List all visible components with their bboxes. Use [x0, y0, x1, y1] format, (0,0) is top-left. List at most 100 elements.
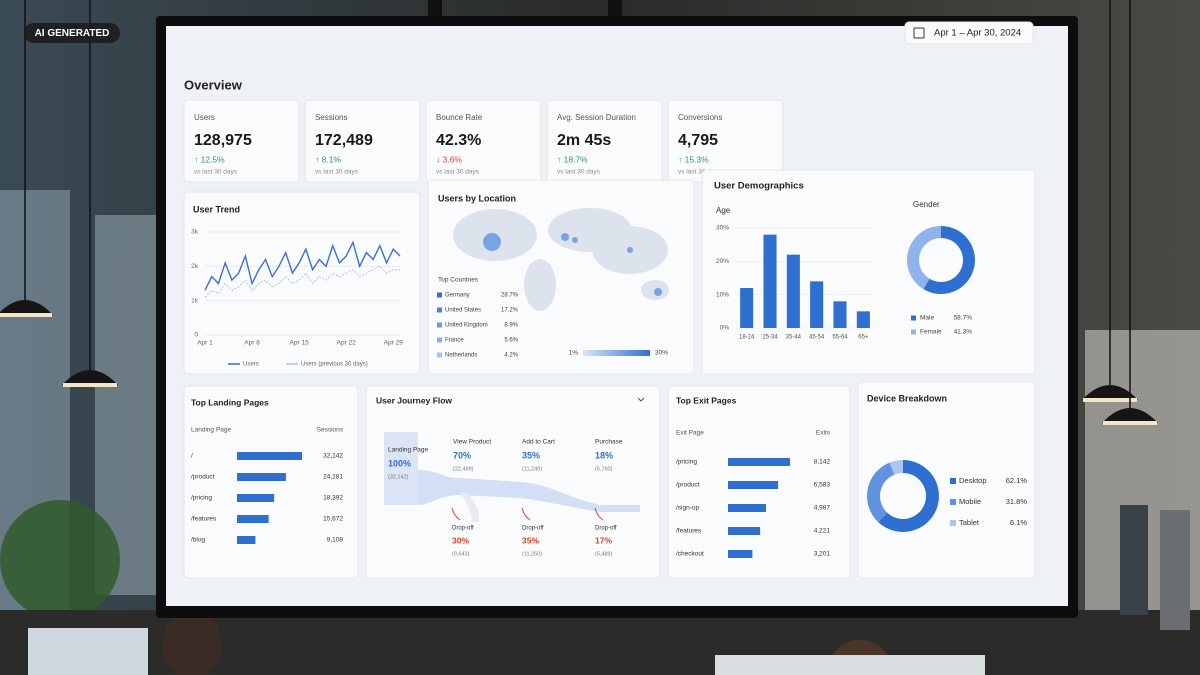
kpi-note: vs last 30 days: [557, 169, 601, 176]
line-series: [204, 265, 400, 298]
bar: [237, 473, 286, 481]
x-tick-label: Apr 15: [290, 340, 310, 347]
bar: [786, 254, 800, 328]
row-label: /blog: [191, 537, 205, 544]
legend-label: Mobile: [959, 497, 981, 506]
legend-swatch: [950, 478, 956, 484]
row-label: /sign-up: [676, 505, 700, 512]
legend-swatch: [950, 499, 956, 505]
dropoff-count: (5,489): [595, 551, 613, 557]
row-value: 18,392: [323, 495, 343, 502]
dropoff-arrow: [521, 507, 531, 521]
bar: [740, 288, 754, 328]
legend-label: Female: [920, 329, 942, 336]
donut-slice: [923, 225, 975, 294]
row-value: 15,672: [323, 516, 343, 523]
panel-title: User Journey Flow: [376, 395, 452, 405]
step-pct: 70%: [453, 450, 471, 460]
row-label: /features: [191, 516, 217, 523]
dropoff-arrow: [594, 507, 604, 521]
bar: [237, 494, 275, 502]
legend-swatch: [437, 337, 442, 343]
card: [304, 99, 421, 183]
kpi-value: 172,489: [315, 132, 373, 149]
x-tick-label: 55-64: [832, 335, 848, 341]
kpi-label: Bounce Rate: [436, 113, 483, 122]
x-tick-label: Apr 22: [337, 340, 357, 347]
donut-slice: [907, 226, 941, 290]
bar: [237, 452, 302, 460]
lamp: [62, 370, 118, 385]
legend-label: Users: [243, 362, 259, 368]
card: [904, 21, 1034, 45]
x-tick-label: 18-24: [739, 335, 755, 341]
row-value: 4,221: [814, 528, 831, 535]
kpi-label: Conversions: [678, 113, 722, 122]
standing-person: [1160, 510, 1190, 630]
bar: [728, 458, 790, 466]
bar: [763, 234, 777, 328]
date-range: Apr 1 – Apr 30, 2024: [934, 28, 1021, 39]
y-tick-label: 1k: [191, 297, 199, 304]
x-tick-label: 25-34: [762, 335, 778, 341]
kpi-value: 128,975: [194, 132, 252, 149]
kpi-change: ↑ 15.3%: [678, 154, 709, 164]
flow-node: [384, 432, 418, 505]
bar: [237, 536, 256, 544]
step-pct: 18%: [595, 450, 613, 460]
row-value: 8,142: [814, 459, 831, 466]
country-share: 17.2%: [501, 308, 519, 314]
x-tick-label: 45-54: [809, 335, 825, 341]
legend-value: 62.1%: [1006, 476, 1028, 485]
lamp: [0, 300, 53, 315]
kpi-value: 4,795: [678, 132, 718, 149]
monitor-mount: [608, 0, 622, 20]
calendar-icon: [913, 27, 925, 39]
panel-title: Top Landing Pages: [191, 397, 269, 407]
scale-max: 30%: [655, 350, 668, 357]
bar: [728, 527, 761, 535]
step-pct: 35%: [522, 450, 540, 460]
y-tick-label: 0%: [720, 325, 730, 332]
card: [183, 191, 421, 375]
map-bubble: [654, 288, 662, 296]
step-count: (11,249): [522, 466, 542, 472]
section-title: Gender: [913, 200, 940, 209]
row-label: /pricing: [191, 495, 212, 502]
table-header: Exit Page: [676, 430, 704, 437]
donut-slice: [866, 462, 895, 523]
row-value: 3,201: [814, 551, 831, 558]
bar: [237, 515, 269, 523]
list-title: Top Countries: [438, 277, 479, 284]
kpi-label: Avg. Session Duration: [557, 113, 636, 122]
country-name: France: [445, 338, 464, 344]
dropoff-pct: 35%: [522, 535, 539, 545]
legend-label: Users (previous 30 days): [301, 362, 368, 368]
map-bubble: [483, 233, 501, 251]
table-header: Landing Page: [191, 427, 232, 434]
bar: [856, 311, 870, 328]
kpi-note: vs last 30 days: [436, 169, 480, 176]
person: [162, 610, 222, 675]
country-name: United States: [445, 308, 481, 314]
legend-value: 31.8%: [1006, 497, 1028, 506]
step-label: Purchase: [595, 439, 623, 446]
lamp-light: [63, 383, 117, 387]
legend-swatch: [950, 520, 956, 526]
bar: [728, 481, 779, 489]
lamp-light: [0, 313, 52, 317]
country-name: Netherlands: [445, 353, 477, 359]
card: [701, 169, 1036, 375]
card: [183, 385, 359, 579]
step-count: (22,499): [453, 466, 474, 472]
legend-swatch: [911, 329, 916, 335]
map-bubble: [572, 237, 578, 243]
table-header: Exits: [816, 430, 831, 437]
x-tick-label: 65+: [858, 335, 869, 341]
row-label: /product: [676, 482, 700, 489]
donut-slice: [878, 459, 940, 532]
kpi-note: vs last 30 days: [194, 169, 238, 176]
kpi-note: vs last 30 days: [678, 169, 722, 176]
